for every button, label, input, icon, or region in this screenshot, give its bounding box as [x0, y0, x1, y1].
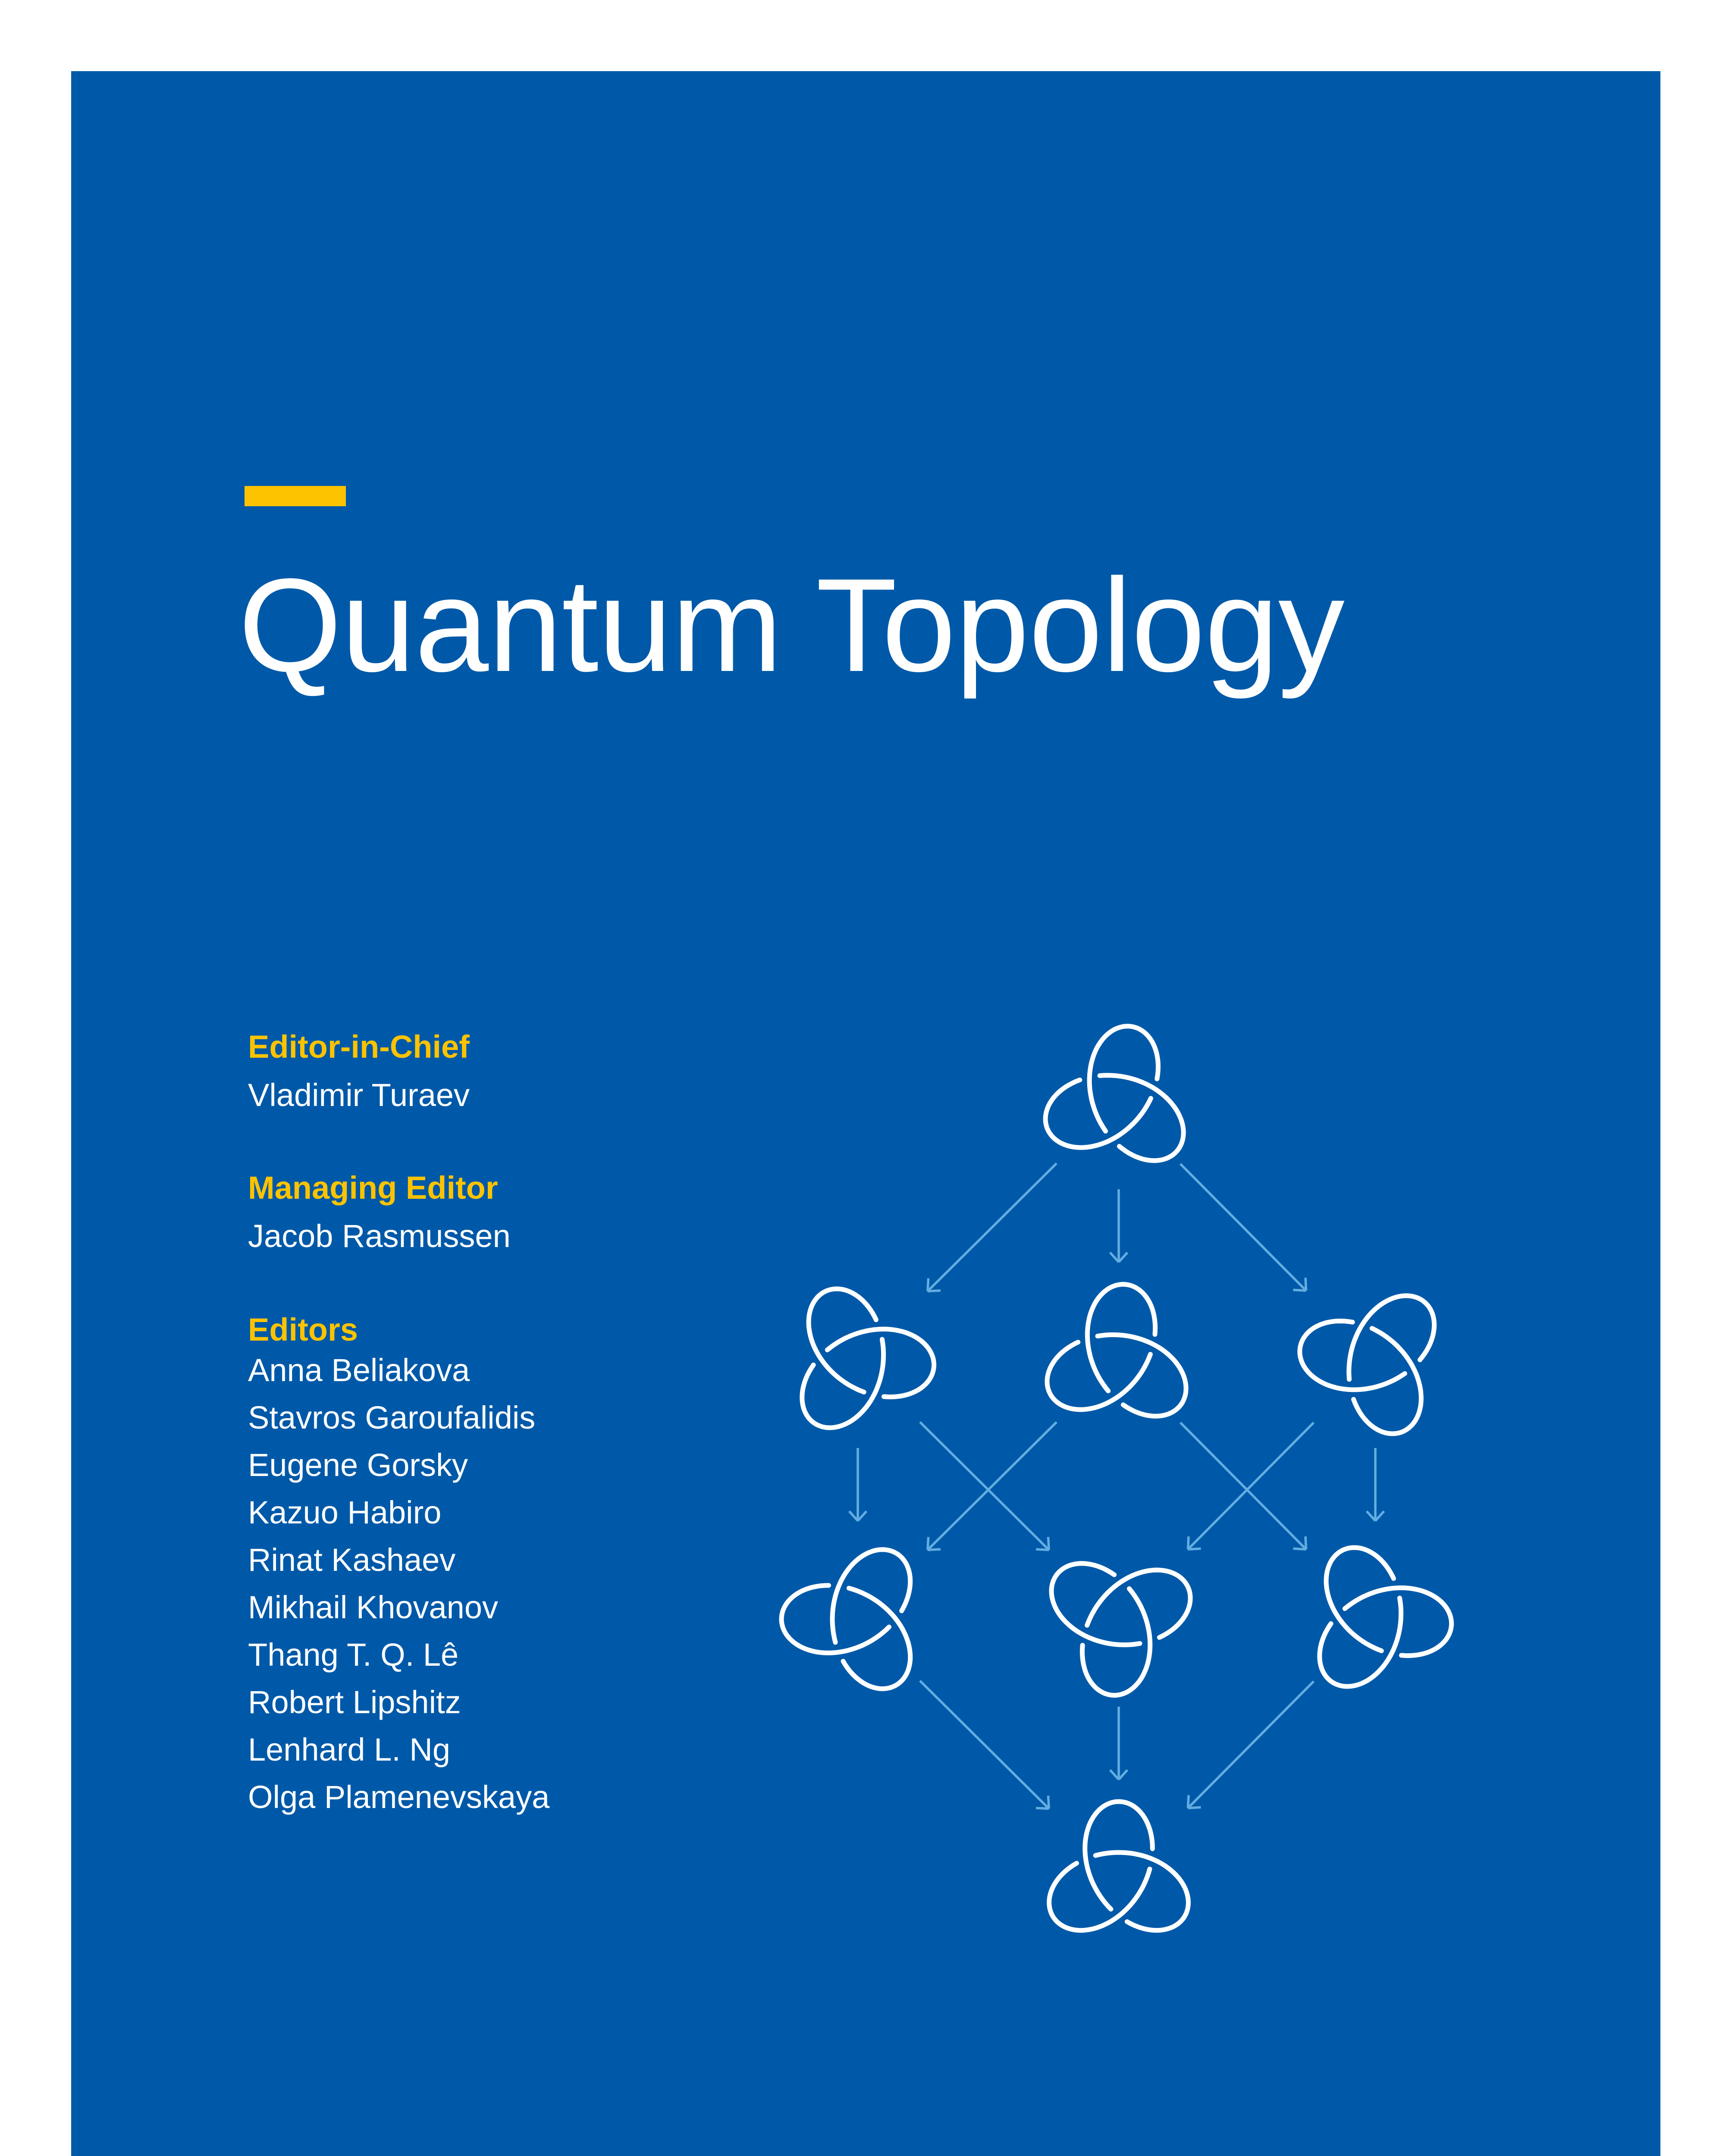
trefoil-knot	[1317, 1545, 1454, 1689]
lattice-arrow	[1179, 1163, 1308, 1292]
lattice-arrow	[926, 1421, 1057, 1551]
editor-name: Kazuo Habiro	[248, 1495, 442, 1530]
lattice-arrow	[1109, 1189, 1129, 1263]
editor-name: Stavros Garoufalidis	[248, 1400, 536, 1435]
lattice-arrow	[1186, 1422, 1315, 1551]
lattice-arrow	[848, 1448, 868, 1522]
lattice-arrow	[1179, 1422, 1308, 1551]
trefoil-knot	[1297, 1293, 1437, 1436]
lattice-arrow	[926, 1162, 1057, 1293]
editor-name: Thang T. Q. Lê	[248, 1637, 459, 1673]
editors-list: Anna Beliakova Stavros Garoufalidis Eugene…	[248, 1347, 549, 1821]
editor-name: Lenhard L. Ng	[248, 1732, 451, 1767]
lattice-arrow	[1109, 1707, 1129, 1780]
trefoil-knot	[1047, 1799, 1191, 1933]
lattice-arrow	[1365, 1448, 1385, 1522]
journal-title: Quantum Topology	[238, 551, 1345, 699]
editor-name: Anna Beliakova	[248, 1352, 470, 1388]
lattice-arrow	[919, 1421, 1050, 1551]
yellow-dash-icon	[245, 486, 346, 506]
knot-lattice-diagram	[779, 1024, 1454, 1933]
editor-in-chief-name: Vladimir Turaev	[248, 1077, 470, 1113]
cover-background: Quantum Topology Editor-in-Chief Vladimi…	[71, 71, 1660, 2156]
trefoil-knot	[1049, 1561, 1193, 1698]
editor-name: Rinat Kashaev	[248, 1542, 456, 1578]
trefoil-knot	[1045, 1282, 1189, 1419]
lattice-arrow	[1186, 1680, 1315, 1809]
trefoil-knot	[800, 1286, 937, 1430]
editor-name: Mikhail Khovanov	[248, 1589, 498, 1625]
managing-editor-label: Managing Editor	[248, 1170, 498, 1206]
editor-name: Eugene Gorsky	[248, 1447, 468, 1483]
trefoil-knot	[1043, 1024, 1186, 1163]
managing-editor-name: Jacob Rasmussen	[248, 1218, 511, 1254]
lattice-arrow	[919, 1680, 1050, 1810]
editor-name: Robert Lipshitz	[248, 1684, 461, 1720]
editor-in-chief-label: Editor-in-Chief	[248, 1029, 470, 1065]
editors-label: Editors	[248, 1312, 358, 1348]
trefoil-knot	[779, 1547, 913, 1691]
editor-name: Olga Plamenevskaya	[248, 1779, 550, 1815]
